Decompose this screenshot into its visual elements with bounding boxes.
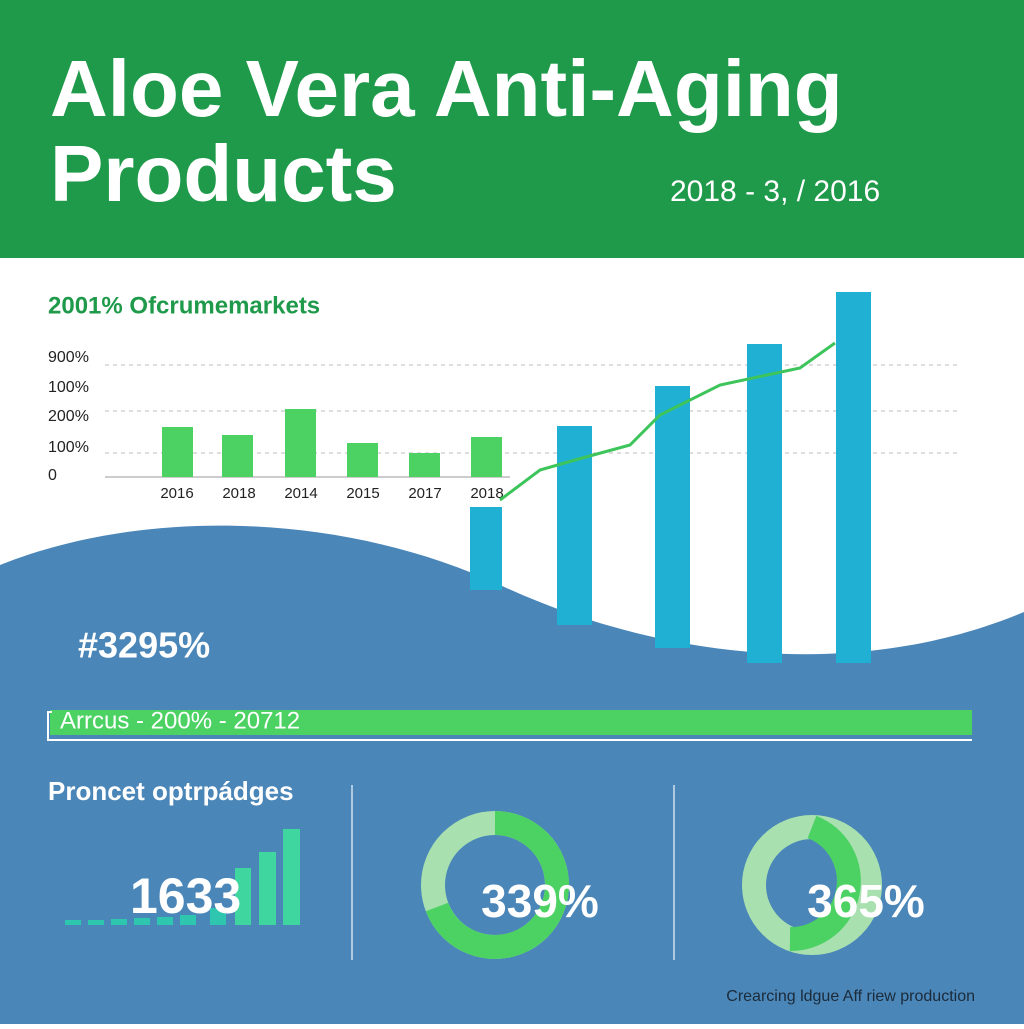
donut <box>742 815 882 955</box>
mini-bar <box>210 908 226 925</box>
green-bars <box>162 409 502 477</box>
chart-title: 2001% Ofcrumemarkets <box>48 292 320 319</box>
bar <box>222 435 253 477</box>
axis-label: 200% <box>48 408 89 425</box>
mini-bar <box>65 920 81 925</box>
mini-bars <box>65 829 300 925</box>
x-axis: 2016 2018 2014 2015 2017 2018 <box>160 485 503 502</box>
mini-bar <box>235 868 251 925</box>
highlight: #3295% <box>78 625 210 666</box>
category-label: 2018 <box>470 485 503 502</box>
axis-label: 100% <box>48 379 89 396</box>
category-label: 2015 <box>346 485 379 502</box>
axis-label: 900% <box>48 349 89 366</box>
donut-arc <box>425 811 569 959</box>
stat-value: 365% <box>807 875 925 927</box>
bar <box>655 386 690 648</box>
banner-text: Arrcus - 200% - 20712 <box>60 707 300 734</box>
category-label: 2017 <box>408 485 441 502</box>
y-axis: 900% 100% 200% 100% 0 <box>48 349 89 484</box>
mini-bar <box>259 852 276 925</box>
bar <box>471 437 502 477</box>
banner-bar <box>50 710 972 735</box>
category-label: 2018 <box>222 485 255 502</box>
mini-bar <box>111 919 127 925</box>
title-line: Products <box>50 129 397 218</box>
bar <box>409 453 440 477</box>
mini-bar <box>283 829 300 925</box>
donut-arc <box>789 815 861 952</box>
stat-value: 339% <box>481 875 599 927</box>
header-band <box>0 0 1024 258</box>
footer: Crearcing ldgue Aff riew production <box>726 988 975 1005</box>
category-label: 2016 <box>160 485 193 502</box>
mini-bar <box>88 920 104 925</box>
grid <box>105 364 960 454</box>
date: 2018 - 3, / 2016 <box>670 175 880 208</box>
bar <box>285 409 316 477</box>
mini-bar <box>180 915 196 925</box>
banner-frame <box>47 711 972 741</box>
stats-title: Proncet optrpádges <box>48 776 294 806</box>
bar <box>347 443 378 477</box>
axis-label: 0 <box>48 467 57 484</box>
title-line: Aloe Vera Anti-Aging <box>50 44 843 133</box>
mini-bar <box>134 918 150 925</box>
mini-bar <box>157 917 173 925</box>
trend-line <box>499 341 836 502</box>
bar <box>470 507 502 590</box>
category-label: 2014 <box>284 485 317 502</box>
bar <box>747 344 782 663</box>
bar <box>836 292 871 663</box>
bar <box>162 427 193 477</box>
axis-label: 100% <box>48 439 89 456</box>
stat-value: 1633 <box>130 868 241 924</box>
donut <box>421 811 569 959</box>
